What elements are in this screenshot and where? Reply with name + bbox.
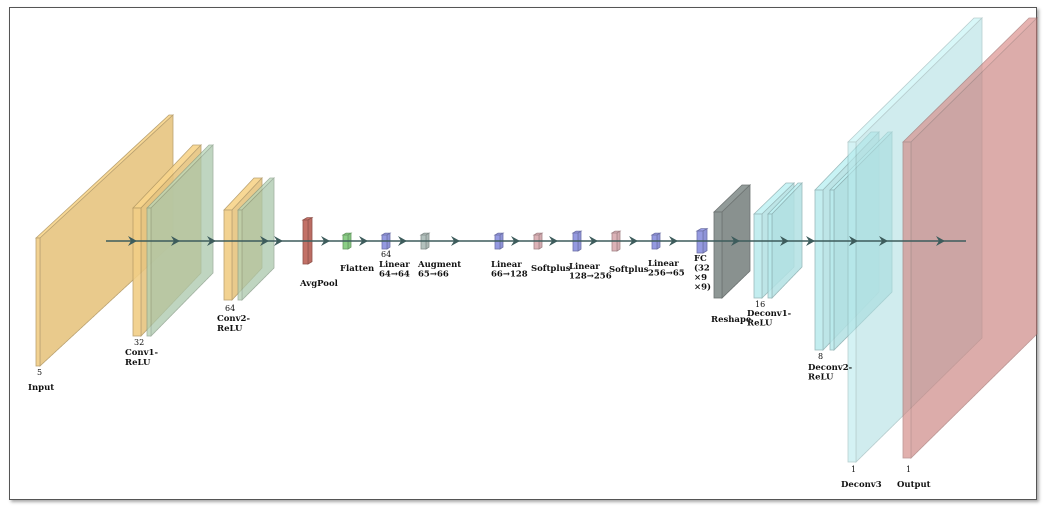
deconv1-dim: 16 [755,300,765,309]
flatten-block [341,232,353,250]
linear2-block [493,232,505,250]
input-dim: 5 [37,368,42,377]
deconv3-label: Deconv3 [841,480,882,490]
fc-label-line-3: ×9 [694,273,707,283]
linear2-label-line-2: 66→128 [491,270,528,280]
arrow-head-12 [589,236,598,246]
arrow-head-4 [260,236,269,246]
layer-blocks [34,17,1038,463]
layer-labels: 5Input32Conv1-ReLU64Conv2-ReLUAvgPoolFla… [28,250,931,490]
softplus1-label: Softplus [531,264,571,274]
arrow-head-18 [849,236,858,246]
augment-label-line-2: 65→66 [418,270,449,280]
output-label: Output [897,480,931,490]
linear1-label-line-1: Linear [379,260,410,270]
avgpool-label: AvgPool [299,279,339,289]
output-dim: 1 [906,465,911,474]
arrow-head-7 [359,236,368,246]
output-block [902,17,1038,459]
softplus1-block [532,232,544,250]
linear1-block [380,232,392,250]
deconv1-label-line-2: ReLU [747,319,773,329]
conv2-label-line-2: ReLU [217,324,243,334]
deconv2-label-line-1: Deconv2- [808,363,853,373]
augment-label-line-1: Augment [417,260,461,270]
arrow-head-8 [398,236,407,246]
linear4-label-line-2: 256→65 [648,269,685,279]
linear4-label-line-1: Linear [648,259,679,269]
fc-label-line-2: (32 [694,263,710,274]
linear3-label-line-1: Linear [569,262,600,272]
linear3-label-line-2: 128→256 [569,272,612,282]
arrow-head-6 [321,236,330,246]
arrow-head-16 [780,236,789,246]
softplus2-label: Softplus [609,265,649,275]
conv1-dim: 32 [134,338,144,347]
linear2-label-line-1: Linear [491,260,522,270]
arrow-head-9 [451,236,460,246]
arrow-head-11 [549,236,558,246]
conv1-label-line-1: Conv1- [125,348,158,358]
arrow-head-15 [731,236,740,246]
linear1-label-line-2: 64→64 [379,270,410,280]
deconv2-dim: 8 [818,352,823,361]
conv2-block-b [237,177,275,301]
deconv1-label-line-1: Deconv1- [747,309,792,319]
flatten-label: Flatten [340,264,374,274]
arrow-head-10 [511,236,520,246]
arrow-head-19 [879,236,888,246]
fc-label-line-1: FC [694,254,707,264]
deconv3-dim: 1 [851,465,856,474]
conv1-label-line-2: ReLU [125,358,151,368]
conv2-dim: 64 [225,304,235,313]
arrow-head-5 [274,236,283,246]
arrow-head-17 [806,236,815,246]
deconv2-label-line-2: ReLU [808,373,834,383]
fc-label-line-4: ×9) [694,282,711,293]
input-label: Input [28,383,54,393]
flow-arrows [106,236,966,246]
arrow-head-2 [171,236,180,246]
arrow-head-13 [629,236,638,246]
arrow-head-3 [207,236,216,246]
arrow-head-20 [936,236,945,246]
arrow-head-14 [669,236,678,246]
reshape-label: Reshape [711,315,752,325]
arrow-head-1 [128,236,137,246]
linear1-dim: 64 [381,250,391,259]
conv2-label-line-1: Conv2- [217,314,250,324]
